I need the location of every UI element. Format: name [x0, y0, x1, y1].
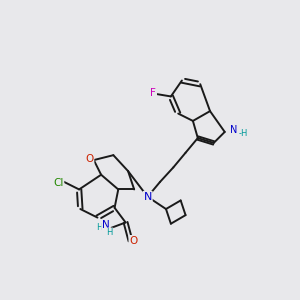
Text: H: H	[106, 228, 113, 237]
Text: F: F	[150, 88, 156, 98]
Text: O: O	[85, 154, 94, 164]
Text: -H: -H	[238, 129, 248, 138]
Text: N: N	[230, 125, 237, 135]
Text: H: H	[96, 223, 102, 232]
Text: O: O	[129, 236, 138, 246]
Text: N: N	[102, 220, 110, 230]
Text: N: N	[143, 192, 152, 202]
Text: Cl: Cl	[53, 178, 64, 188]
